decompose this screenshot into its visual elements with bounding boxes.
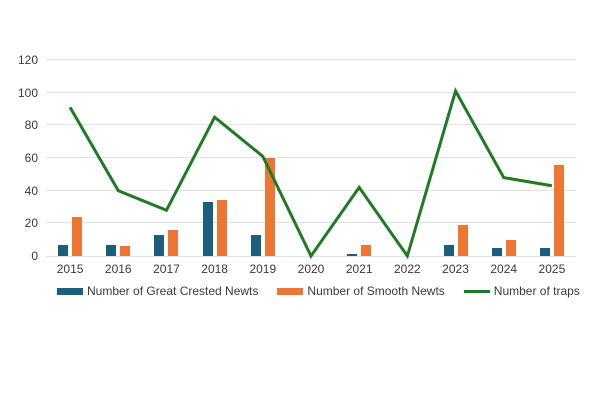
legend-bar-swatch — [57, 287, 83, 295]
traps-line-svg — [68, 87, 553, 260]
bar-number-of-smooth-newts-2023 — [457, 224, 468, 256]
legend-label: Number of Great Crested Newts — [87, 284, 259, 298]
legend-label: Number of Smooth Newts — [307, 284, 445, 298]
bar-number-of-smooth-newts-2025 — [553, 164, 564, 256]
gridline-80 — [46, 124, 576, 126]
x-tick-label-2021: 2021 — [345, 262, 373, 276]
x-tick-label-2023: 2023 — [442, 262, 469, 276]
x-tick-label-2025: 2025 — [538, 262, 566, 276]
y-tick-label-0: 0 — [31, 249, 38, 263]
bar-number-of-smooth-newts-2017 — [168, 229, 179, 256]
y-tick-label-60: 60 — [24, 151, 38, 165]
legend-line-swatch — [463, 289, 490, 293]
y-tick-label-100: 100 — [17, 85, 38, 100]
x-tick-label-2020: 2020 — [297, 262, 325, 276]
bar-number-of-great-crested-newts-2024 — [491, 247, 502, 256]
x-tick-label-2015: 2015 — [56, 262, 84, 276]
bar-number-of-smooth-newts-2018 — [216, 200, 227, 256]
chart-legend: Number of Great Crested Newts Number of S… — [57, 284, 580, 298]
plot-area — [46, 59, 576, 260]
legend-label: Number of traps — [493, 284, 580, 298]
bar-number-of-great-crested-newts-2019 — [250, 234, 261, 256]
y-tick-label-40: 40 — [24, 183, 38, 198]
x-tick-label-2017: 2017 — [153, 262, 180, 276]
bar-number-of-great-crested-newts-2018 — [202, 202, 213, 256]
gridline-120 — [46, 59, 576, 60]
bar-number-of-smooth-newts-2021 — [361, 244, 372, 256]
bar-number-of-great-crested-newts-2016 — [106, 244, 117, 256]
gridline-60 — [46, 157, 576, 158]
bar-number-of-great-crested-newts-2023 — [443, 244, 454, 256]
x-tick-label-2019: 2019 — [249, 262, 277, 276]
bar-number-of-smooth-newts-2019 — [264, 158, 275, 256]
bar-number-of-smooth-newts-2024 — [505, 239, 516, 256]
bar-number-of-smooth-newts-2015 — [72, 216, 83, 256]
bar-number-of-great-crested-newts-2015 — [58, 244, 69, 256]
x-tick-label-2018: 2018 — [201, 262, 228, 276]
bar-number-of-great-crested-newts-2021 — [347, 254, 358, 256]
gridline-100 — [46, 91, 576, 93]
x-tick-label-2016: 2016 — [104, 262, 132, 276]
legend-bar-swatch — [277, 287, 304, 295]
y-tick-label-20: 20 — [24, 216, 38, 231]
y-tick-label-80: 80 — [24, 118, 38, 133]
bar-number-of-great-crested-newts-2017 — [154, 234, 165, 256]
bar-number-of-smooth-newts-2016 — [120, 246, 131, 256]
x-tick-label-2022: 2022 — [394, 262, 421, 276]
legend-item-number-of-smooth-newts: Number of Smooth Newts — [277, 284, 445, 298]
gridline-40 — [46, 189, 576, 191]
y-tick-label-120: 120 — [17, 53, 38, 67]
legend-item-number-of-traps: Number of traps — [463, 284, 580, 298]
bar-number-of-great-crested-newts-2025 — [539, 247, 550, 256]
gridline-20 — [46, 222, 576, 224]
line-number-of-traps — [68, 87, 553, 260]
x-tick-label-2024: 2024 — [490, 262, 518, 276]
legend-item-number-of-great-crested-newts: Number of Great Crested Newts — [57, 284, 258, 298]
